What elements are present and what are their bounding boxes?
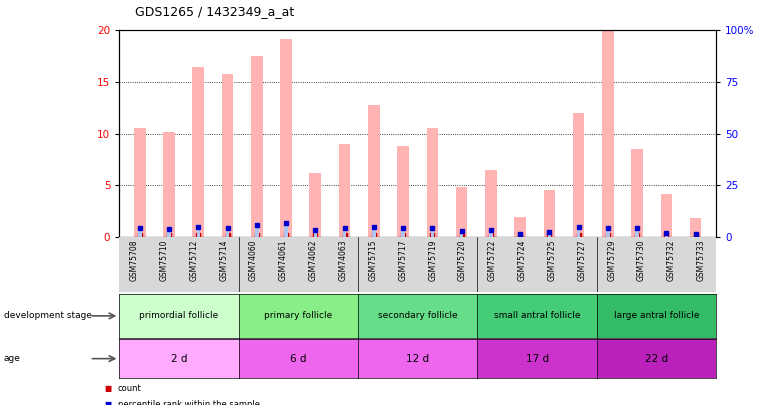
Bar	[251, 56, 263, 237]
Text: primordial follicle: primordial follicle	[139, 311, 219, 320]
Text: GSM75710: GSM75710	[159, 240, 169, 281]
Text: 17 d: 17 d	[525, 354, 549, 364]
Bar	[401, 228, 405, 237]
Text: GSM75722: GSM75722	[488, 240, 497, 281]
Bar	[661, 194, 672, 237]
Text: GSM75725: GSM75725	[547, 240, 557, 281]
Bar	[430, 228, 434, 237]
Text: GSM75724: GSM75724	[517, 240, 527, 281]
Bar	[456, 188, 467, 237]
Bar	[313, 230, 317, 237]
Bar	[372, 227, 376, 237]
Bar	[606, 228, 610, 237]
Bar	[547, 232, 551, 237]
Bar	[284, 224, 288, 237]
Bar	[397, 146, 409, 237]
Text: GSM74060: GSM74060	[249, 240, 258, 281]
Text: small antral follicle: small antral follicle	[494, 311, 581, 320]
Text: GSM74062: GSM74062	[309, 240, 318, 281]
Bar	[138, 228, 142, 237]
Text: 6 d: 6 d	[290, 354, 306, 364]
Text: GSM75729: GSM75729	[608, 240, 616, 281]
Text: GSM75732: GSM75732	[667, 240, 676, 281]
Bar	[577, 227, 581, 237]
Bar	[544, 190, 555, 237]
Bar	[602, 30, 614, 237]
Text: ■: ■	[104, 384, 111, 393]
Text: GSM74063: GSM74063	[339, 240, 347, 281]
Text: ■: ■	[104, 400, 111, 405]
Text: GSM75719: GSM75719	[428, 240, 437, 281]
Bar	[489, 230, 493, 237]
Bar	[635, 228, 639, 237]
Bar	[427, 128, 438, 237]
Text: GDS1265 / 1432349_a_at: GDS1265 / 1432349_a_at	[135, 5, 294, 18]
Bar	[485, 170, 497, 237]
Text: large antral follicle: large antral follicle	[614, 311, 699, 320]
Bar	[631, 149, 643, 237]
Bar	[280, 38, 292, 237]
Text: percentile rank within the sample: percentile rank within the sample	[118, 400, 259, 405]
Text: GSM75733: GSM75733	[697, 240, 705, 281]
Bar	[690, 218, 701, 237]
Bar	[222, 74, 233, 237]
Text: GSM75730: GSM75730	[637, 240, 646, 281]
Text: GSM75708: GSM75708	[130, 240, 139, 281]
Bar	[514, 217, 526, 237]
Bar	[460, 231, 464, 237]
Bar	[343, 228, 346, 237]
Bar	[665, 233, 668, 237]
Bar	[310, 173, 321, 237]
Bar	[518, 234, 522, 237]
Bar	[694, 234, 698, 237]
Text: GSM75717: GSM75717	[398, 240, 407, 281]
Text: age: age	[4, 354, 21, 363]
Text: development stage: development stage	[4, 311, 92, 320]
Bar	[573, 113, 584, 237]
Text: GSM75712: GSM75712	[189, 240, 199, 281]
Text: GSM74061: GSM74061	[279, 240, 288, 281]
Bar	[226, 228, 229, 237]
Text: count: count	[118, 384, 142, 393]
Text: GSM75714: GSM75714	[219, 240, 228, 281]
Text: 12 d: 12 d	[406, 354, 430, 364]
Text: GSM75727: GSM75727	[578, 240, 586, 281]
Bar	[339, 144, 350, 237]
Bar	[255, 225, 259, 237]
Text: 2 d: 2 d	[171, 354, 187, 364]
Bar	[163, 132, 175, 237]
Bar	[192, 66, 204, 237]
Bar	[167, 229, 171, 237]
Text: GSM75720: GSM75720	[458, 240, 467, 281]
Bar	[368, 105, 380, 237]
Bar	[196, 227, 200, 237]
Bar	[134, 128, 146, 237]
Text: primary follicle: primary follicle	[264, 311, 333, 320]
Text: GSM75715: GSM75715	[369, 240, 377, 281]
Text: secondary follicle: secondary follicle	[378, 311, 457, 320]
Text: 22 d: 22 d	[644, 354, 668, 364]
